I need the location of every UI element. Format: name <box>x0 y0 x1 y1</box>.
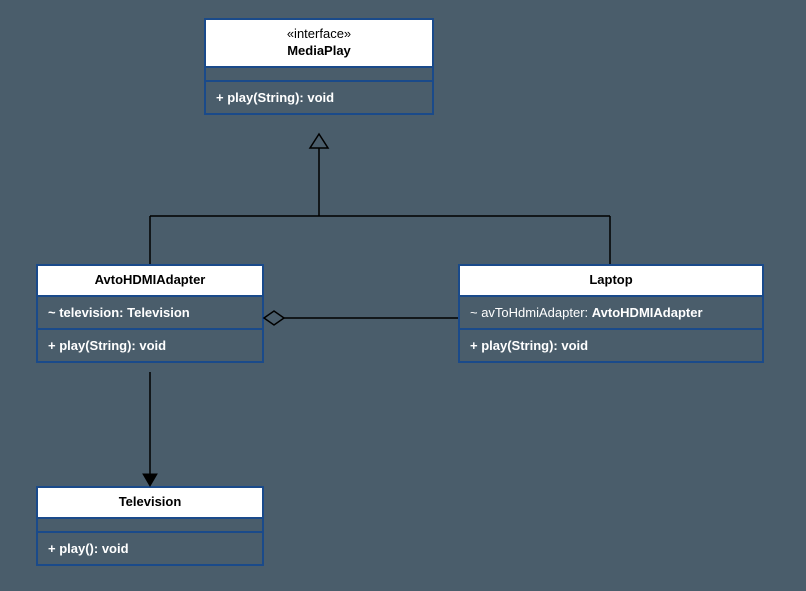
method-item: + play(String): void <box>48 338 166 353</box>
class-methods: + play(String): void <box>38 330 262 361</box>
class-box-laptop: Laptop ~ avToHdmiAdapter: AvtoHDMIAdapte… <box>458 264 764 363</box>
method-item: + play(String): void <box>470 338 588 353</box>
class-box-television: Television + play(): void <box>36 486 264 566</box>
aggregation-diamond <box>264 311 284 325</box>
association-arrowhead <box>143 474 157 486</box>
class-methods: + play(String): void <box>206 82 432 113</box>
class-methods: + play(String): void <box>460 330 762 361</box>
class-name: Laptop <box>589 272 632 287</box>
class-methods: + play(): void <box>38 533 262 564</box>
class-attrs: ~ television: Television <box>38 297 262 330</box>
class-title-laptop: Laptop <box>460 266 762 297</box>
class-box-adapter: AvtoHDMIAdapter ~ television: Television… <box>36 264 264 363</box>
class-title-television: Television <box>38 488 262 519</box>
stereotype-label: «interface» <box>210 26 428 43</box>
class-title-adapter: AvtoHDMIAdapter <box>38 266 262 297</box>
method-item: + play(): void <box>48 541 129 556</box>
method-item: + play(String): void <box>216 90 334 105</box>
class-name: MediaPlay <box>287 43 351 58</box>
class-name: Television <box>119 494 182 509</box>
attr-item-bold: AvtoHDMIAdapter <box>592 305 703 320</box>
attr-item-prefix: ~ avToHdmiAdapter: <box>470 305 592 320</box>
class-box-mediaplay: «interface» MediaPlay + play(String): vo… <box>204 18 434 115</box>
class-title-mediaplay: «interface» MediaPlay <box>206 20 432 68</box>
attr-item: ~ television: Television <box>48 305 190 320</box>
realization-arrowhead <box>310 134 328 148</box>
class-name: AvtoHDMIAdapter <box>95 272 206 287</box>
class-attrs: ~ avToHdmiAdapter: AvtoHDMIAdapter <box>460 297 762 330</box>
class-attrs-empty <box>38 519 262 533</box>
class-attrs-empty <box>206 68 432 82</box>
